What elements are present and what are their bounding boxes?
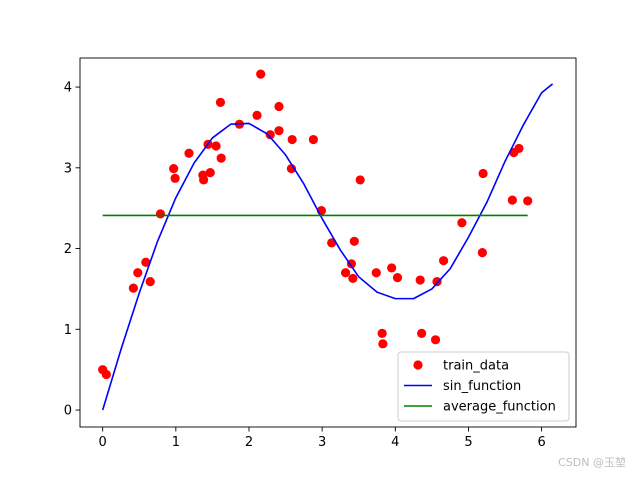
data-point xyxy=(378,339,388,349)
legend-item-train-data: train_data xyxy=(413,359,509,374)
data-point xyxy=(101,369,111,380)
legend-item-sin-function: sin_function xyxy=(404,379,521,394)
data-point xyxy=(348,273,358,284)
data-point xyxy=(355,175,365,185)
data-point xyxy=(371,268,381,278)
x-tick-label: 5 xyxy=(464,435,472,450)
data-point xyxy=(438,256,449,266)
data-point xyxy=(274,101,284,112)
x-axis: 0 1 2 3 4 5 6 xyxy=(99,427,546,450)
legend-label: sin_function xyxy=(443,379,521,394)
data-point xyxy=(211,141,221,151)
y-tick-label: 1 xyxy=(64,323,72,338)
data-point xyxy=(256,69,266,79)
y-axis: 0 1 2 3 4 xyxy=(64,81,80,419)
x-tick-label: 0 xyxy=(99,435,107,450)
data-point xyxy=(155,209,166,219)
x-tick-label: 4 xyxy=(391,435,399,450)
series-layer xyxy=(98,69,554,411)
data-point xyxy=(133,268,143,278)
axes: 0 1 2 3 4 5 6 0 1 2 3 4 xyxy=(64,57,577,450)
data-point xyxy=(205,168,215,178)
data-point xyxy=(287,134,297,145)
data-point xyxy=(377,328,387,338)
data-point xyxy=(430,335,441,345)
data-point xyxy=(417,328,427,338)
data-point xyxy=(215,97,226,108)
data-point xyxy=(265,130,275,140)
y-tick-label: 2 xyxy=(64,242,72,257)
data-point xyxy=(340,268,351,278)
x-tick-label: 2 xyxy=(245,435,253,450)
data-point xyxy=(477,247,487,258)
data-point xyxy=(507,195,517,205)
data-point xyxy=(387,263,397,273)
legend-item-average-function: average_function xyxy=(404,400,556,415)
data-point xyxy=(128,283,138,293)
legend: train_data sin_function average_function xyxy=(397,351,570,422)
data-point xyxy=(184,148,194,158)
data-point xyxy=(170,173,180,183)
data-point xyxy=(252,110,262,120)
data-point xyxy=(349,236,359,246)
y-tick-label: 3 xyxy=(64,161,72,176)
y-tick-label: 0 xyxy=(64,404,72,419)
x-tick-label: 6 xyxy=(537,435,545,450)
legend-box xyxy=(397,351,570,422)
data-point xyxy=(286,164,297,174)
data-point xyxy=(415,275,425,285)
data-point xyxy=(141,257,151,267)
data-point xyxy=(216,153,226,163)
data-point xyxy=(274,126,284,136)
data-point xyxy=(523,196,533,206)
data-point xyxy=(514,143,524,154)
sin-function-line xyxy=(101,83,554,411)
train-data-points xyxy=(98,69,533,380)
data-point xyxy=(457,218,467,228)
data-point xyxy=(145,277,155,287)
x-tick-label: 3 xyxy=(318,435,326,450)
data-point xyxy=(392,273,403,283)
legend-label: average_function xyxy=(443,400,556,415)
data-point xyxy=(169,164,179,174)
data-point xyxy=(199,175,209,185)
legend-label: train_data xyxy=(443,359,509,374)
watermark: CSDN @玉堃 xyxy=(558,456,626,469)
plot-frame xyxy=(79,57,577,428)
legend-marker xyxy=(413,360,423,370)
data-point xyxy=(432,277,442,287)
data-point xyxy=(308,134,318,145)
y-tick-label: 4 xyxy=(64,81,72,96)
x-tick-label: 1 xyxy=(172,435,180,450)
data-point xyxy=(478,168,488,179)
